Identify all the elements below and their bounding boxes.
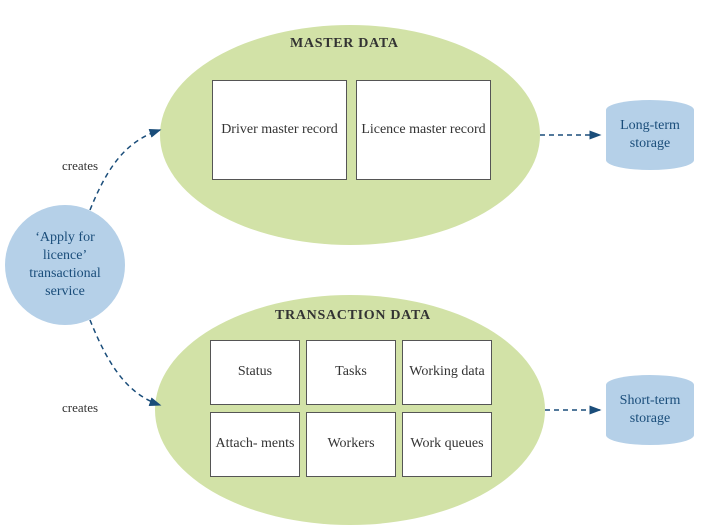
box-label: Tasks <box>335 363 367 381</box>
shortterm-storage-node: Short-term storage <box>605 375 695 445</box>
box-label: Attach- ments <box>216 435 295 453</box>
edge-label-creates-top: creates <box>62 158 98 174</box>
box-label: Status <box>238 363 272 381</box>
box-tasks: Tasks <box>306 340 396 405</box>
box-work-queues: Work queues <box>402 412 492 477</box>
box-label: Licence master record <box>361 121 485 139</box>
box-label: Workers <box>327 435 374 453</box>
source-service-node: ‘Apply for licence’ transactional servic… <box>5 205 125 325</box>
box-workers: Workers <box>306 412 396 477</box>
box-attachments: Attach- ments <box>210 412 300 477</box>
master-data-title: MASTER DATA <box>290 36 399 52</box>
box-label: Driver master record <box>221 121 338 139</box>
box-driver-master-record: Driver master record <box>212 80 347 180</box>
box-label: Work queues <box>410 435 483 453</box>
box-status: Status <box>210 340 300 405</box>
edge-label-creates-bottom: creates <box>62 400 98 416</box>
box-label: Working data <box>409 363 484 381</box>
edge-source-to-master <box>90 130 160 210</box>
source-label: ‘Apply for licence’ transactional servic… <box>13 229 117 302</box>
storage-label: Long-term storage <box>605 117 695 153</box>
transaction-data-group <box>155 295 545 525</box>
storage-label: Short-term storage <box>605 392 695 428</box>
transaction-data-title: TRANSACTION DATA <box>275 308 431 324</box>
box-working-data: Working data <box>402 340 492 405</box>
longterm-storage-node: Long-term storage <box>605 100 695 170</box>
edge-source-to-transaction <box>90 320 160 405</box>
box-licence-master-record: Licence master record <box>356 80 491 180</box>
